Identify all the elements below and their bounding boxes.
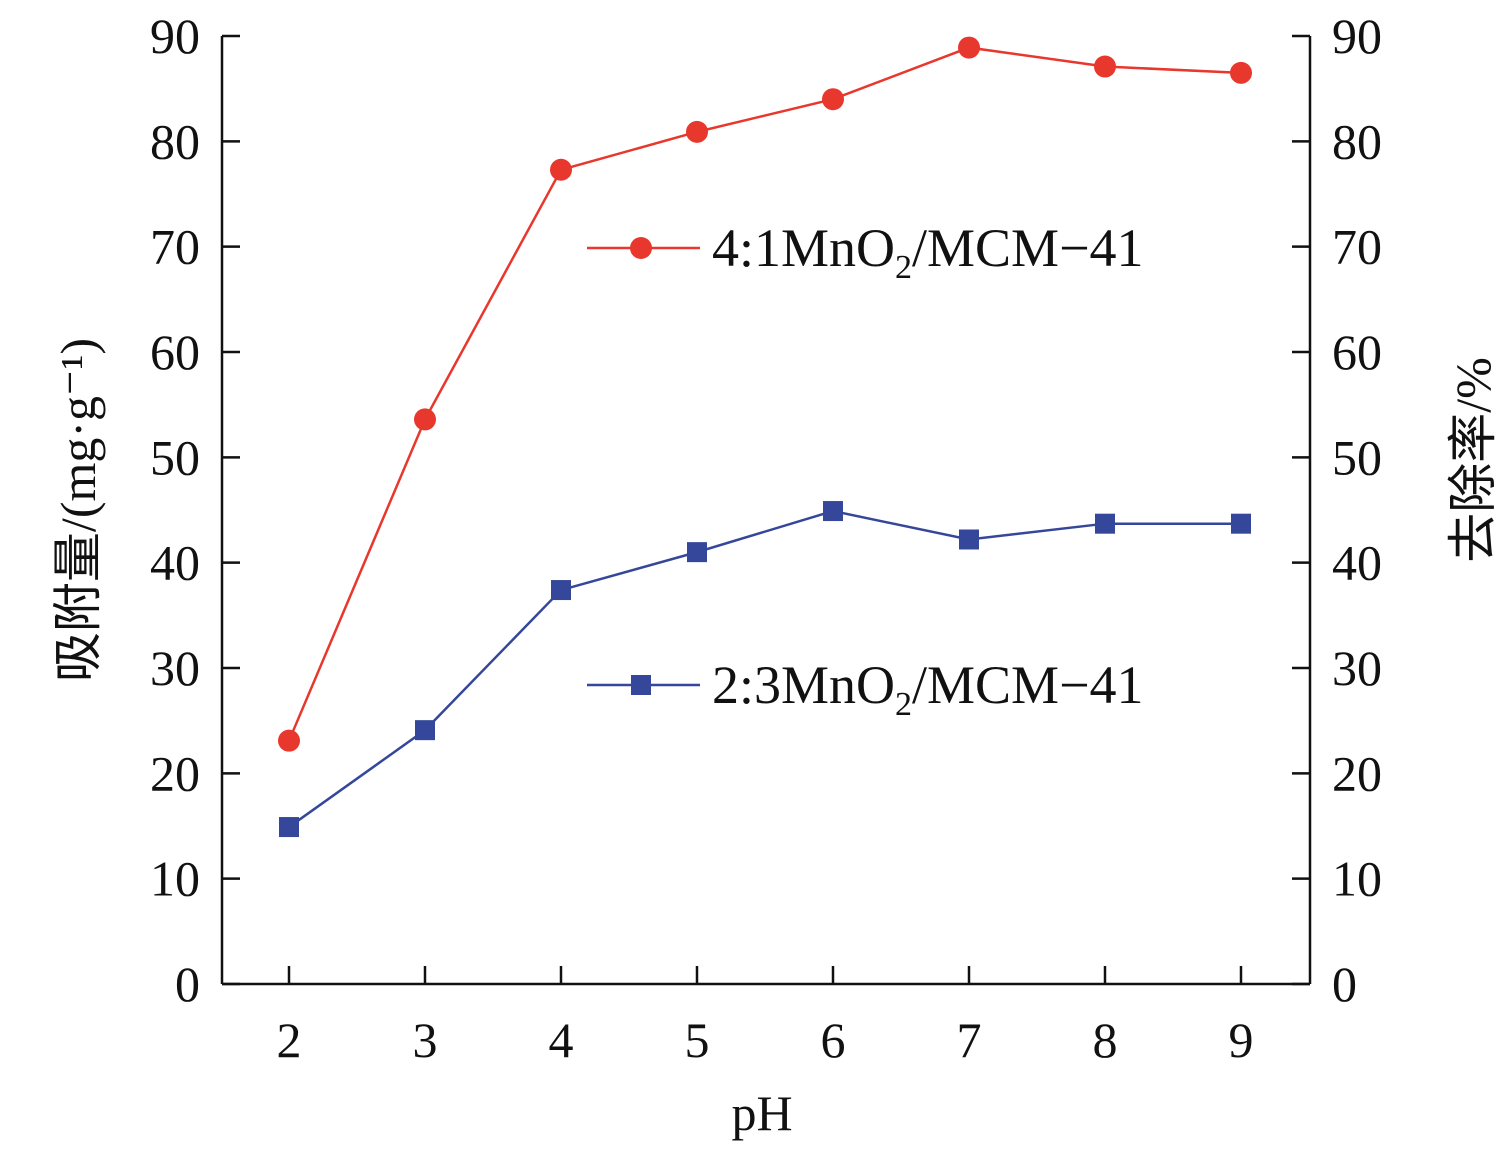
data-point: [687, 542, 707, 563]
series-layer: [278, 36, 1252, 838]
y-tick-label-left: 70: [150, 219, 200, 275]
y-tick-label-left: 40: [150, 535, 200, 591]
legend-marker: [631, 675, 651, 695]
y-tick-label-right: 90: [1332, 8, 1382, 64]
y-tick-label-right: 20: [1332, 745, 1382, 801]
legend-marker: [630, 237, 652, 259]
x-tick-label: 2: [277, 1012, 302, 1068]
y-tick-label-left: 10: [150, 851, 200, 907]
x-tick-label: 5: [685, 1012, 710, 1068]
series-line-2: [288, 509, 1241, 829]
legend-label: 4:1MnO2/MCM−41: [712, 218, 1144, 286]
data-point: [1095, 513, 1115, 534]
data-point: [1230, 61, 1252, 84]
data-point: [550, 158, 572, 181]
y-tick-label-right: 10: [1332, 851, 1382, 907]
data-point: [823, 501, 843, 522]
y-tick-label-left: 50: [150, 429, 200, 485]
data-point: [551, 580, 571, 601]
y-tick-label-right: 30: [1332, 640, 1382, 696]
legend-label: 2:3MnO2/MCM−41: [712, 655, 1144, 723]
y-tick-label-right: 40: [1332, 535, 1382, 591]
y-tick-label-right: 80: [1332, 113, 1382, 169]
y-tick-label-left: 20: [150, 745, 200, 801]
data-point: [415, 720, 435, 741]
x-tick-label: 7: [957, 1012, 982, 1068]
data-point: [279, 817, 299, 838]
x-tick-label: 9: [1229, 1012, 1254, 1068]
y-tick-label-left: 60: [150, 324, 200, 380]
x-tick-label: 8: [1093, 1012, 1118, 1068]
data-point: [822, 88, 844, 111]
y-tick-label-left: 80: [150, 113, 200, 169]
series-line-1: [287, 46, 1242, 742]
y-tick-label-right: 0: [1332, 956, 1357, 1012]
y-tick-label-right: 50: [1332, 429, 1382, 485]
data-point: [1231, 513, 1251, 534]
data-point: [686, 120, 708, 143]
x-tick-label: 4: [549, 1012, 574, 1068]
legend: 4:1MnO2/MCM−41 2:3MnO2/MCM−41: [587, 218, 1144, 723]
data-point: [958, 36, 980, 59]
y-axis-label-right: 去除率/%: [1445, 357, 1501, 563]
y-tick-label-left: 0: [175, 956, 200, 1012]
x-axis-label: pH: [731, 1085, 792, 1141]
axes: 0 10 20 30 40 50 60 70 80 90 0 10 20 30 40 50 60 70 80 90 2 3…: [150, 8, 1382, 1068]
x-tick-label: 3: [413, 1012, 438, 1068]
data-point: [414, 408, 436, 431]
y-tick-label-right: 60: [1332, 324, 1382, 380]
y-tick-label-left: 30: [150, 640, 200, 696]
x-tick-label: 6: [821, 1012, 846, 1068]
y-axis-label-left: 吸附量/(mg·g⁻¹): [50, 338, 106, 682]
data-point: [278, 729, 300, 752]
data-point: [1094, 55, 1116, 78]
y-tick-label-left: 90: [150, 8, 200, 64]
y-tick-label-right: 70: [1332, 219, 1382, 275]
data-point: [959, 529, 979, 550]
